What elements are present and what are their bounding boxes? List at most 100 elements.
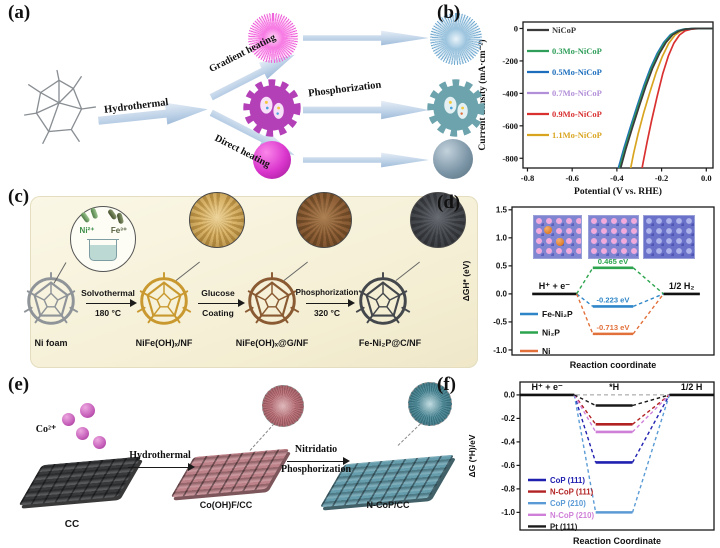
svg-text:-0.223 eV: -0.223 eV — [597, 295, 631, 304]
inset-connector-dashed — [249, 423, 275, 451]
material-label-ncop-cc: N-CoP/CC — [366, 500, 410, 510]
svg-text:*H: *H — [609, 382, 619, 392]
hydrothermal-e-label: Hydrothermal — [129, 450, 191, 461]
glucose-label: Glucose — [201, 288, 235, 298]
svg-text:-200: -200 — [502, 56, 518, 66]
phosphorization-temp-label: 320 °C — [313, 308, 341, 318]
svg-text:0.0: 0.0 — [504, 391, 516, 400]
fe-ni2p-foam-icon — [355, 271, 411, 325]
fe-ni2p-microflower-inset — [410, 192, 466, 248]
panel-label-b: (b) — [437, 2, 461, 23]
svg-text:-0.5: -0.5 — [493, 318, 507, 327]
svg-text:1/2 H₂: 1/2 H₂ — [669, 281, 695, 291]
svg-text:-0.6: -0.6 — [501, 461, 515, 470]
svg-text:-0.8: -0.8 — [501, 485, 515, 494]
svg-text:1.5: 1.5 — [496, 206, 508, 215]
svg-text:-1.0: -1.0 — [501, 508, 515, 517]
svg-text:-0.6: -0.6 — [565, 173, 578, 183]
beaker-icon — [87, 239, 119, 261]
svg-text:Potential (V vs. RHE): Potential (V vs. RHE) — [574, 186, 662, 197]
svg-text:-0.2: -0.2 — [655, 173, 668, 183]
magenta-mof-gear — [243, 79, 301, 137]
glucose-coating-arrow — [198, 299, 245, 308]
hydrothermal-e-arrow — [128, 463, 195, 472]
ni-foam-icon — [23, 271, 79, 325]
svg-text:-400: -400 — [502, 88, 518, 98]
svg-text:Fe-Ni₂P: Fe-Ni₂P — [542, 309, 573, 319]
svg-text:0.3Mo-NiCoP: 0.3Mo-NiCoP — [552, 46, 602, 56]
dft-model-ni2p — [588, 215, 639, 259]
nife-oh-foam-icon — [136, 271, 192, 325]
dft-model-fe-ni2p — [533, 215, 582, 259]
fe-dopant-atom — [544, 226, 552, 234]
svg-text:Ni₂P: Ni₂P — [542, 328, 560, 338]
svg-text:-0.4: -0.4 — [501, 438, 515, 447]
svg-text:1.0: 1.0 — [496, 234, 508, 243]
svg-text:H⁺ + e⁻: H⁺ + e⁻ — [539, 281, 571, 291]
panel-label-d: (d) — [437, 192, 461, 213]
fe-dopant-atom — [556, 238, 564, 246]
svg-text:-800: -800 — [502, 153, 518, 163]
co-ion-sphere — [80, 403, 95, 418]
magenta-solid-sphere — [253, 141, 291, 179]
svg-text:Ni: Ni — [542, 346, 551, 356]
coating-label: Coating — [202, 308, 234, 318]
svg-text:1/2 H: 1/2 H — [681, 382, 703, 392]
phosphorization-e-label: Phosphorization — [280, 464, 352, 475]
material-label-ni-foam: Ni foam — [34, 338, 68, 348]
solvothermal-temp-label: 180 °C — [94, 308, 122, 318]
svg-text:0.465 eV: 0.465 eV — [598, 257, 629, 266]
svg-text:0: 0 — [514, 23, 518, 33]
phosphorization-c-label: Phosphorization — [295, 288, 359, 297]
material-label-cc: CC — [64, 519, 80, 530]
pink-nanoneedle-urchin-inset — [262, 385, 304, 427]
panel-label-a: (a) — [8, 2, 31, 23]
svg-text:-1.0: -1.0 — [493, 346, 507, 355]
svg-text:ΔG (*H)/eV: ΔG (*H)/eV — [467, 434, 477, 477]
svg-text:-0.713 eV: -0.713 eV — [597, 323, 631, 332]
lsv-polarization-chart: -0.8 -0.6 -0.4 -0.2 0.0 0 -200 -400 -600 -800 Pote… — [477, 21, 714, 197]
svg-text:0.5Mo-NiCoP: 0.5Mo-NiCoP — [552, 67, 602, 77]
co-ion-sphere — [62, 413, 75, 426]
co-ion-sphere — [93, 436, 106, 449]
svg-text:-600: -600 — [502, 121, 518, 131]
panel-label-c: (c) — [8, 186, 30, 207]
svg-text:0.9Mo-NiCoP: 0.9Mo-NiCoP — [552, 109, 602, 119]
glucose-coated-microflower-inset — [296, 192, 352, 248]
svg-text:CoP (210): CoP (210) — [550, 499, 586, 508]
blue-nanoflower-sphere — [430, 13, 482, 65]
svg-text:0.0: 0.0 — [496, 290, 508, 299]
svg-text:Reaction coordinate: Reaction coordinate — [570, 360, 657, 370]
solvothermal-arrow — [86, 299, 137, 308]
nife-oh-microflower-inset — [189, 192, 245, 248]
slate-solid-sphere — [433, 139, 473, 179]
ni-ion-label: Ni²⁺ — [79, 226, 95, 235]
svg-text:Current density (mA·cm⁻²): Current density (mA·cm⁻²) — [477, 39, 488, 150]
svg-text:0.7Mo-NiCoP: 0.7Mo-NiCoP — [552, 88, 602, 98]
svg-text:N-CoP (111): N-CoP (111) — [550, 488, 594, 497]
svg-text:0.5: 0.5 — [496, 262, 508, 271]
teal-phosphide-gear — [427, 79, 485, 137]
panel-label-f: (f) — [437, 374, 456, 395]
svg-text:N-CoP (210): N-CoP (210) — [550, 511, 594, 520]
teal-nanoneedle-urchin-inset — [408, 382, 452, 426]
fe-ion-label: Fe³⁺ — [110, 226, 128, 235]
free-energy-chart-f: 0.0 -0.2 -0.4 -0.6 -0.8 -1.0 Reaction Coordina… — [467, 381, 715, 546]
svg-text:1.1Mo-NiCoP: 1.1Mo-NiCoP — [552, 130, 602, 140]
glucose-coated-foam-icon — [244, 271, 300, 325]
co-ion-label: Co²⁺ — [35, 424, 57, 435]
svg-text:Reaction Coordinate: Reaction Coordinate — [573, 536, 661, 546]
phosphorization-label: Phosphorization — [307, 79, 382, 100]
precursor-molecule-sketch — [24, 69, 96, 145]
material-label-coohf-cc: Co(OH)F/CC — [199, 500, 253, 510]
svg-text:0.0: 0.0 — [701, 173, 712, 183]
carbon-cloth — [18, 456, 142, 506]
phosphorization-c-arrow — [306, 299, 355, 308]
solvothermal-label: Solvothermal — [81, 288, 135, 298]
pink-nanoflower-sphere — [248, 13, 298, 63]
svg-text:ΔGH* (eV): ΔGH* (eV) — [461, 261, 471, 302]
co-ion-sphere — [76, 427, 89, 440]
nitridation-phosphorization-arrow — [287, 457, 350, 466]
svg-text:NiCoP: NiCoP — [552, 25, 576, 35]
